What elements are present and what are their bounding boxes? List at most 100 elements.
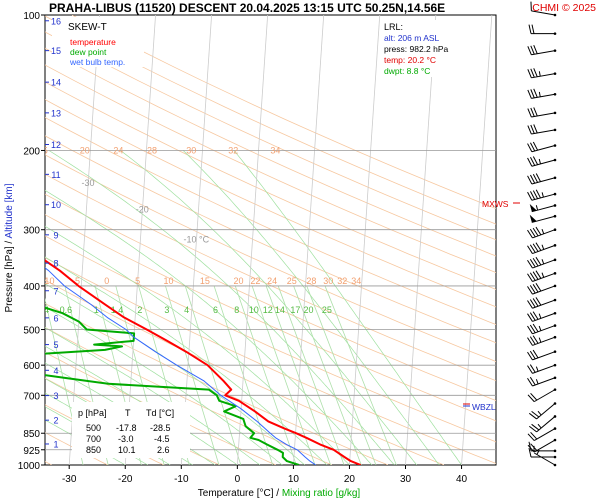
mixing-ratio-label: 0.4 [37, 305, 50, 315]
dry-adiabat-line [71, 15, 496, 210]
x-axis-label-temperature: Temperature [°C] [198, 488, 274, 499]
mixing-ratio-line [265, 285, 332, 465]
x-tick-label: -10 [174, 474, 189, 485]
wind-barb [527, 388, 557, 403]
levels-header-p: p [hPa] [78, 408, 107, 418]
altitude-tick-label: 1 [53, 439, 58, 449]
isotherm-value-label: -10 °C [183, 234, 209, 244]
x-tick-label: 0 [235, 474, 241, 485]
isotherm-line [405, 15, 437, 465]
mixing-ratio-label: 25 [322, 305, 332, 315]
isotherm-line [124, 15, 156, 465]
mixing-ratio-label: 4 [184, 305, 189, 315]
mixing-ratio-label: 6 [213, 305, 218, 315]
wind-barb [527, 68, 557, 79]
wind-barb [527, 438, 557, 453]
wind-barb [527, 256, 557, 269]
dry-adiabat-label: 15 [38, 145, 48, 155]
levels-header-td: Td [°C] [146, 408, 174, 418]
mixing-ratio-label: 10 [249, 305, 259, 315]
dry-adiabat-label: 0 [104, 276, 109, 286]
mixing-ratio-label: 0.6 [60, 305, 73, 315]
levels-row-700-t: -3.0 [118, 434, 134, 444]
pressure-tick-label: 1000 [18, 461, 41, 472]
dry-adiabat-label: 24 [113, 145, 123, 155]
x-tick-label: 30 [400, 474, 412, 485]
dry-adiabat-label: 25 [287, 276, 297, 286]
levels-row-500-p: 500 [86, 423, 101, 433]
profile-series-layer [45, 259, 362, 465]
mixing-ratio-line [251, 285, 316, 465]
dry-adiabat-label: 32 [228, 145, 238, 155]
wind-barb [527, 242, 557, 255]
dry-adiabat-label: 5 [135, 276, 140, 286]
dry-adiabat-label: 30 [323, 276, 333, 286]
isotherm-value-label: -30 [81, 178, 94, 188]
pressure-tick-label: 600 [23, 361, 40, 372]
dry-adiabat-line [45, 99, 496, 308]
mixing-ratio-label: 2 [137, 305, 142, 315]
wind-barb [533, 449, 557, 467]
lrl-press: press: 982.2 hPa [384, 44, 449, 54]
y-axis-label: Pressure [hPa] / Altitude [km] [4, 183, 15, 312]
wind-barb [527, 270, 557, 282]
wbzl-label: WBZL [472, 402, 496, 412]
mixing-ratio-label: 14 [275, 305, 285, 315]
wind-barb [527, 189, 557, 201]
legend-item-wet-bulb: wet bulb temp. [69, 57, 125, 67]
mixing-ratio-line [165, 285, 220, 465]
series-line-dew-point [45, 306, 300, 465]
dry-adiabat-line [45, 135, 496, 344]
series-line-wet-bulb-temp [45, 267, 317, 465]
wind-barb [527, 376, 557, 387]
wind-barb [527, 141, 557, 153]
y-axis-label-sep: / [4, 239, 15, 247]
dry-adiabat-label: 10 [163, 276, 173, 286]
dry-adiabat-line [45, 214, 496, 422]
altitude-tick-label: 7 [53, 286, 58, 296]
levels-row-700-td: -4.5 [154, 434, 170, 444]
altitude-tick-label: 10 [51, 200, 61, 210]
wind-barb [527, 45, 557, 56]
mxws-marker: MXWS [482, 199, 520, 209]
x-tick-label: 20 [344, 474, 356, 485]
dry-adiabat-label: 28 [147, 145, 157, 155]
isotherm-value-label: -20 [136, 205, 149, 215]
x-axis-label: Temperature [°C] / Mixing ratio [g/kg] [198, 488, 361, 499]
dry-adiabat-line [45, 81, 496, 290]
y-axis-label-pressure: Pressure [hPa] [4, 246, 15, 312]
dry-adiabat-label: 24 [267, 276, 277, 286]
isotherm-line [461, 15, 493, 465]
mixing-ratio-line [324, 285, 397, 465]
mixing-ratio-label: 1.4 [111, 305, 124, 315]
isotherm-line [518, 15, 548, 465]
wind-barb [527, 335, 557, 346]
altitude-tick-label: 11 [51, 170, 60, 180]
dry-adiabat-label: 32 [337, 276, 347, 286]
legend-item-dew-point: dew point [70, 47, 107, 57]
dry-adiabat-line [45, 154, 496, 362]
mixing-ratio-label: 17 [290, 305, 300, 315]
x-axis-label-mixing: Mixing ratio [g/kg] [282, 488, 361, 499]
pressure-tick-label: 500 [23, 326, 40, 337]
x-tick-label: 10 [288, 474, 300, 485]
levels-row-850-p: 850 [86, 445, 101, 455]
dry-adiabat-label: 34 [351, 276, 361, 286]
levels-row-500-td: -28.5 [150, 423, 171, 433]
levels-header-t: T [125, 408, 131, 418]
dry-adiabat-label: -10 [41, 276, 54, 286]
lrl-alt: alt: 206 m ASL [384, 33, 440, 43]
mixing-ratio-line [306, 285, 377, 465]
mixing-ratio-label: 20 [303, 305, 313, 315]
wind-barb [527, 427, 557, 442]
levels-row-850-td: 2.6 [157, 445, 170, 455]
x-axis-label-sep: / [273, 488, 281, 499]
legend-title: SKEW-T [68, 22, 107, 33]
series-line-temperature [45, 259, 362, 465]
mixing-ratio-label: 12 [263, 305, 273, 315]
dry-adiabat-label: 20 [80, 145, 90, 155]
mixing-ratio-label: 1 [94, 305, 99, 315]
altitude-tick-label: 12 [51, 140, 61, 150]
dry-adiabat-line [45, 193, 496, 401]
